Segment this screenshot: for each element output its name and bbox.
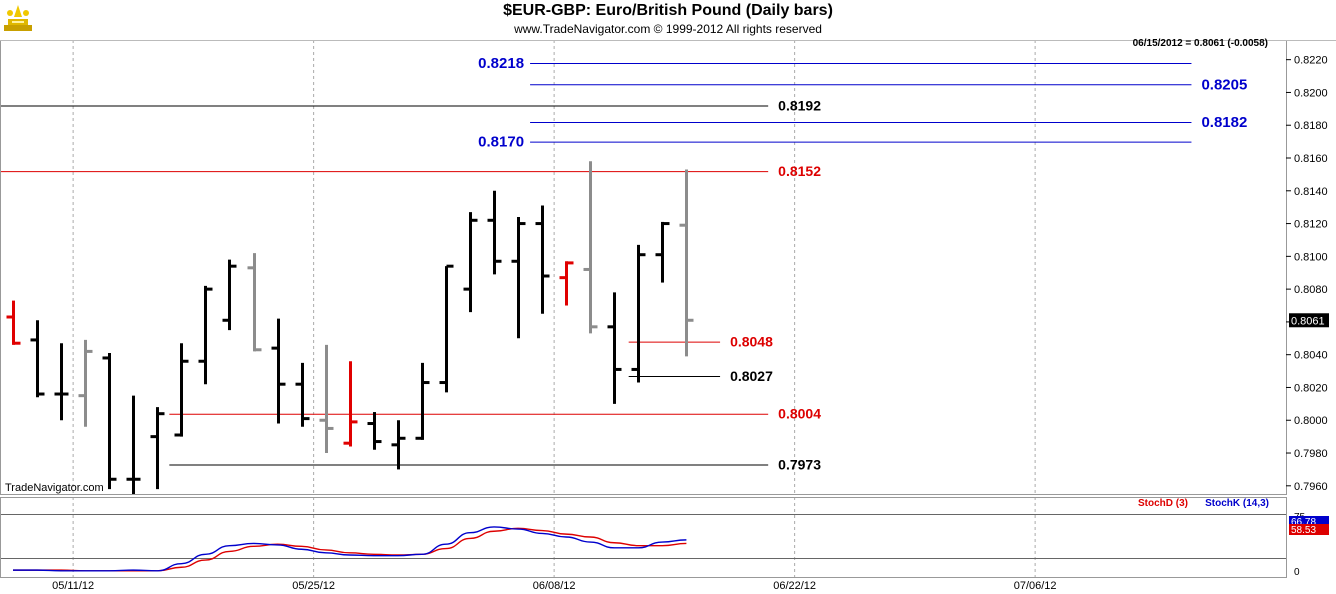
legend-stoch-k: StochK (14,3) — [1205, 498, 1269, 509]
ohlc-bar — [271, 318, 286, 424]
grid — [72, 40, 1036, 577]
ohlc-bar — [511, 217, 526, 339]
ohlc-bar — [439, 264, 454, 393]
ohlc-bar — [78, 339, 93, 427]
ohlc-bar — [559, 261, 574, 306]
stoch-k-value: 66.78 — [1291, 517, 1316, 528]
ohlc-bar — [607, 292, 622, 404]
level-label: 0.8218 — [478, 55, 524, 72]
price-bars — [6, 161, 694, 494]
ohlc-bar — [150, 407, 165, 490]
y-tick-label: 0.8220 — [1294, 55, 1328, 67]
ohlc-bar — [367, 412, 382, 450]
level-label: 0.8205 — [1201, 76, 1247, 93]
y-tick-label: 0.8180 — [1294, 120, 1328, 132]
stoch-d-value: 58.53 — [1291, 525, 1316, 536]
ohlc-bar — [583, 161, 598, 334]
ohlc-bar — [6, 300, 21, 345]
ohlc-bar — [126, 395, 141, 494]
level-label: 0.8027 — [730, 368, 773, 384]
level-label: 0.8048 — [730, 334, 773, 350]
x-tick-label: 06/22/12 — [773, 580, 816, 592]
stoch-k-line — [13, 526, 687, 572]
level-label: 0.8170 — [478, 134, 524, 151]
y-tick-label: 0.8000 — [1294, 415, 1328, 427]
stoch-d-line — [13, 527, 687, 572]
ohlc-bar — [343, 361, 358, 447]
watermark-text: TradeNavigator.com — [5, 482, 104, 494]
y-tick-label: 0.7980 — [1294, 448, 1328, 460]
ohlc-bar — [391, 420, 406, 470]
ohlc-bar — [535, 205, 550, 314]
ohlc-bar — [631, 244, 646, 383]
stoch-panel-frame — [0, 497, 1287, 578]
last-value-readout: 06/15/2012 = 0.8061 (-0.0058) — [1133, 38, 1268, 49]
level-lines: 0.8218 0.8205 0.8192 0.8182 0.8170 0.8152 0.80… — [0, 55, 1247, 472]
y-tick-label: 0.8160 — [1294, 153, 1328, 165]
axes: 05/11/12 05/25/12 06/08/12 06/22/12 07/06/12… — [0, 40, 1336, 592]
x-tick-label: 07/06/12 — [1014, 580, 1057, 592]
x-tick-label: 05/11/12 — [52, 580, 94, 592]
ohlc-bar — [30, 320, 45, 398]
level-label: 0.8192 — [778, 98, 821, 114]
y-tick-label: 0.8020 — [1294, 382, 1328, 394]
current-price-badge — [1289, 313, 1329, 328]
y-tick-label: 0.7960 — [1294, 481, 1328, 493]
level-label: 0.8004 — [778, 406, 821, 422]
current-price-label: 0.8061 — [1291, 315, 1325, 327]
ohlc-bar — [415, 362, 430, 440]
y-tick-label: 0.8140 — [1294, 186, 1328, 198]
stoch-d-badge — [1289, 524, 1329, 535]
x-tick-label: 06/08/12 — [533, 580, 576, 592]
level-label: 0.8182 — [1201, 114, 1247, 131]
copyright-text: www.TradeNavigator.com © 1999-2012 All r… — [514, 22, 822, 36]
stoch-k-badge — [1289, 516, 1329, 527]
ohlc-bar — [655, 221, 670, 283]
level-label: 0.7973 — [778, 456, 821, 472]
stoch-tick-label: 0 — [1294, 567, 1300, 578]
trade-navigator-logo — [4, 3, 32, 33]
y-tick-label: 0.8200 — [1294, 87, 1328, 99]
stochastic-panel — [0, 514, 1286, 572]
legend-stoch-d: StochD (3) — [1138, 498, 1188, 509]
level-label: 0.8152 — [778, 163, 821, 179]
price-panel-frame — [0, 40, 1287, 495]
ohlc-bar — [463, 212, 478, 313]
ohlc-bar — [319, 344, 334, 454]
chart-title: $EUR-GBP: Euro/British Pound (Daily bars… — [503, 2, 833, 19]
ohlc-bar — [102, 353, 117, 490]
ohlc-bar — [54, 343, 69, 421]
ohlc-bar — [679, 169, 694, 357]
y-tick-label: 0.8100 — [1294, 251, 1328, 263]
ohlc-bar — [487, 190, 502, 275]
y-tick-label: 0.8120 — [1294, 219, 1328, 231]
ohlc-bar — [295, 362, 310, 427]
ohlc-bar — [247, 253, 262, 352]
y-tick-label: 0.8040 — [1294, 350, 1328, 362]
ohlc-bar — [174, 343, 189, 437]
x-tick-label: 05/25/12 — [292, 580, 335, 592]
y-tick-label: 0.8080 — [1294, 284, 1328, 296]
ohlc-bar — [222, 259, 237, 331]
ohlc-bar — [198, 285, 213, 385]
